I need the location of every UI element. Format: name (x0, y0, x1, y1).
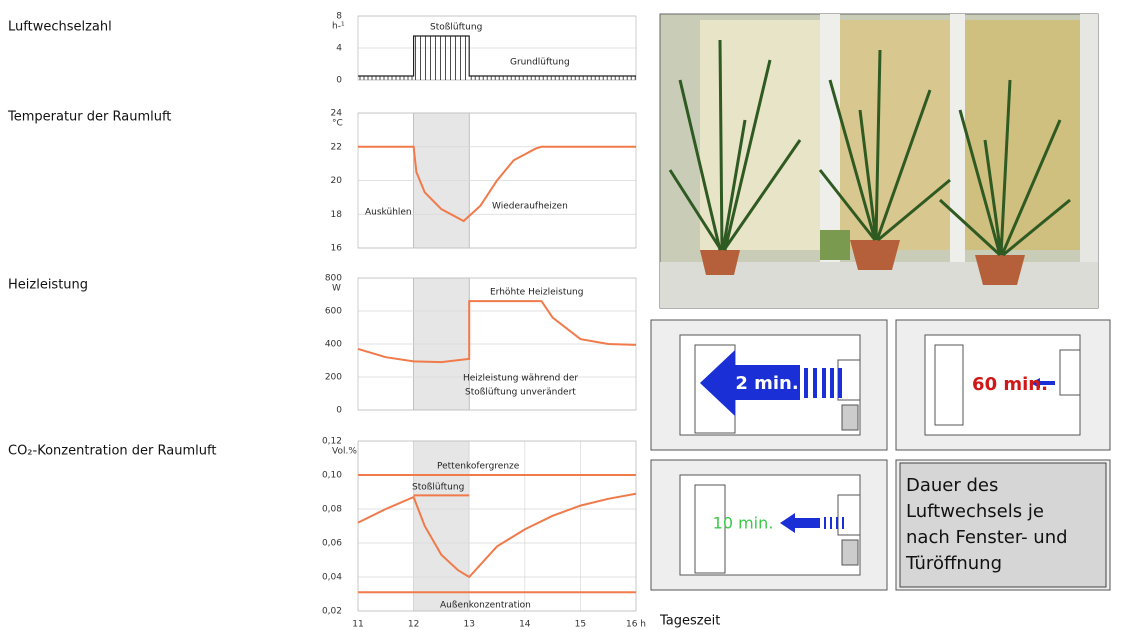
y-tick-label: 18 (331, 210, 343, 220)
diagram-label: 2 min. (735, 373, 798, 394)
annotation: Erhöhte Heizleistung (490, 288, 583, 298)
x-tick-label: 14 (519, 620, 531, 630)
annotation: Grundlüftung (510, 58, 570, 68)
diagram-panels (651, 320, 1110, 590)
annotation: Stoßlüftung (412, 483, 464, 493)
annotation: Wiederaufheizen (492, 202, 568, 212)
row-label: CO₂-Konzentration der Raumluft (8, 444, 216, 459)
caption-line: nach Fenster- und (906, 527, 1068, 548)
caption-line: Dauer des (906, 475, 998, 496)
y-tick-label: 400 (325, 340, 342, 350)
row-label: Heizleistung (8, 278, 88, 293)
diagram-label: 60 min. (972, 374, 1048, 395)
page: 2 min. 60 min. 10 min. Dauer des Luftwec… (0, 0, 1126, 630)
row-label: Luftwechselzahl (8, 20, 112, 35)
x-tick-label: 11 (352, 620, 363, 630)
row-label: Temperatur der Raumluft (7, 110, 171, 125)
annotation: Stoßlüftung (430, 23, 482, 33)
y-tick-label: 4 (336, 44, 342, 54)
photo (660, 14, 1098, 308)
data-line (358, 36, 636, 76)
data-line (358, 494, 636, 577)
y-tick-label: 0,12 (322, 437, 342, 447)
y-tick-label: 0 (336, 406, 342, 416)
y-unit: h-¹ (332, 22, 345, 32)
x-tick-label: 16 h (626, 620, 646, 630)
data-line (358, 301, 636, 362)
caption-line: Türöffnung (905, 553, 1002, 574)
x-axis-label: Tageszeit (659, 614, 720, 629)
caption-line: Luftwechsels je (906, 501, 1044, 522)
y-tick-label: 0,06 (322, 539, 342, 549)
y-tick-label: 16 (331, 244, 343, 254)
annotation: Heizleistung während der (463, 374, 578, 384)
annotation: Stoßlüftung unverändert (465, 388, 576, 398)
y-tick-label: 200 (325, 373, 342, 383)
y-tick-label: 800 (325, 274, 342, 284)
y-tick-label: 0,04 (322, 573, 342, 583)
y-tick-label: 600 (325, 307, 342, 317)
y-tick-label: 0,08 (322, 505, 342, 515)
y-unit: °C (332, 119, 343, 129)
x-tick-label: 15 (575, 620, 586, 630)
y-tick-label: 0 (336, 76, 342, 86)
y-unit: W (332, 284, 341, 294)
annotation: Pettenkofergrenze (437, 462, 520, 472)
y-tick-label: 8 (336, 12, 342, 22)
annotation: Außenkonzentration (440, 601, 531, 611)
y-tick-label: 24 (331, 109, 343, 119)
y-tick-label: 20 (331, 176, 343, 186)
diagram-label: 10 min. (713, 514, 774, 533)
x-tick-label: 12 (408, 620, 419, 630)
y-tick-label: 0,10 (322, 471, 342, 481)
annotation: Auskühlen (365, 208, 412, 218)
y-unit: Vol.% (332, 447, 357, 457)
y-tick-label: 22 (331, 142, 342, 152)
x-tick-label: 13 (463, 620, 474, 630)
y-tick-label: 0,02 (322, 607, 342, 617)
